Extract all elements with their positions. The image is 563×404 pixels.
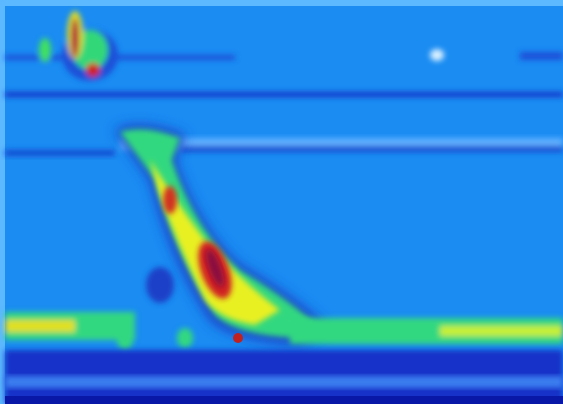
page [0,0,563,404]
heatmap-image [0,0,563,404]
bottom-band [5,350,563,404]
